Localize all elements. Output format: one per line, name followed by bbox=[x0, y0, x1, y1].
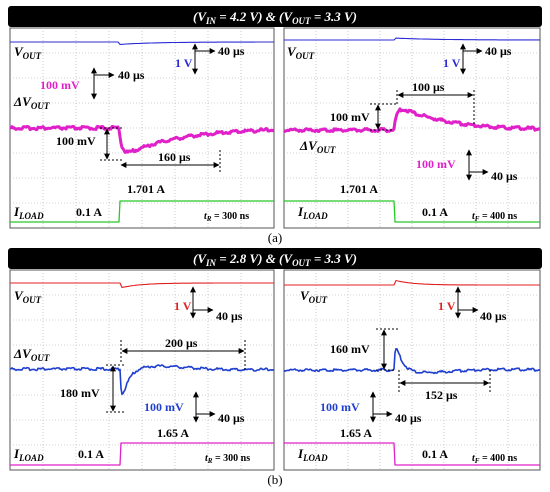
scale-t2-label: 40 μs bbox=[395, 411, 422, 425]
i-high-label: 1.701 A bbox=[340, 182, 378, 196]
i-low-label: 0.1 A bbox=[78, 447, 104, 461]
recovery-label: 200 μs bbox=[165, 336, 198, 350]
overshoot-label: 100 mV bbox=[330, 110, 370, 124]
i-low-label: 0.1 A bbox=[76, 205, 102, 219]
scale-t2-label: 40 μs bbox=[118, 68, 145, 82]
scale-t2-label: 40 μs bbox=[491, 169, 518, 183]
waveform-traces bbox=[9, 37, 541, 466]
scale-v-label: 1 V bbox=[175, 56, 193, 70]
trace-vout bbox=[284, 37, 540, 41]
trace-iload bbox=[10, 442, 274, 466]
recovery-label: 100 μs bbox=[412, 80, 445, 94]
i-high-label: 1.701 A bbox=[127, 182, 165, 196]
scale-t1-label: 40 μs bbox=[485, 44, 512, 58]
scale-t1-label: 40 μs bbox=[480, 309, 507, 323]
b-left-annotations: VOUT ΔVOUT ILOAD 1 V 40 μs 200 μs 180 mV… bbox=[13, 286, 250, 465]
edge-time-label: tF = 400 ns bbox=[472, 211, 517, 223]
vout-label: VOUT bbox=[287, 44, 315, 61]
scale-t2-label: 40 μs bbox=[218, 411, 245, 425]
trace-iload bbox=[284, 200, 540, 223]
title-a: (VIN = 4.2 V) & (VOUT = 3.3 V) bbox=[193, 9, 357, 26]
dv-label: ΔVOUT bbox=[13, 94, 50, 111]
trace-dvout bbox=[9, 124, 275, 154]
trace-vout bbox=[10, 282, 274, 289]
trace-iload bbox=[10, 200, 274, 223]
dv-label: ΔVOUT bbox=[13, 346, 50, 363]
a-left-annotations: VOUT ΔVOUT ILOAD 1 V 40 μs 100 mV 40 μs … bbox=[13, 43, 249, 223]
edge-time-label: tR = 300 ns bbox=[205, 453, 250, 465]
edge-time-label: tF = 400 ns bbox=[472, 453, 517, 465]
i-low-label: 0.1 A bbox=[422, 447, 448, 461]
scale-v-label: 1 V bbox=[174, 299, 192, 313]
scale-dv-label: 100 mV bbox=[144, 400, 184, 414]
scale-dv-label: 100 mV bbox=[40, 78, 80, 92]
trace-vout bbox=[284, 279, 540, 286]
scale-dv-label: 100 mV bbox=[320, 400, 360, 414]
scope-grid bbox=[10, 28, 274, 228]
trace-vout bbox=[10, 41, 274, 45]
title-bar-b bbox=[8, 248, 542, 269]
scale-t1-label: 40 μs bbox=[216, 309, 243, 323]
dv-label: ΔVOUT bbox=[299, 138, 336, 155]
drop-label: 100 mV bbox=[56, 134, 96, 148]
trace-iload bbox=[284, 442, 540, 466]
drop-label: 180 mV bbox=[60, 386, 100, 400]
i-low-label: 0.1 A bbox=[422, 205, 448, 219]
iload-label: ILOAD bbox=[297, 204, 328, 221]
recovery-label: 160 μs bbox=[158, 150, 191, 164]
overshoot-label: 160 mV bbox=[330, 342, 370, 356]
trace-dvout bbox=[9, 364, 275, 396]
scale-t1-label: 40 μs bbox=[218, 44, 245, 58]
title-b: (VIN = 2.8 V) & (VOUT = 3.3 V) bbox=[193, 251, 357, 268]
trace-dvout bbox=[283, 347, 541, 375]
recovery-label: 152 μs bbox=[425, 388, 458, 402]
iload-label: ILOAD bbox=[13, 446, 44, 463]
a-right-annotations: VOUT ΔVOUT ILOAD 1 V 40 μs 100 μs 100 mV… bbox=[287, 43, 518, 223]
title-bar-a bbox=[8, 6, 542, 27]
i-high-label: 1.65 A bbox=[340, 426, 372, 440]
vout-label: VOUT bbox=[14, 44, 42, 61]
scale-dv-label: 100 mV bbox=[416, 157, 456, 171]
scale-v-label: 1 V bbox=[443, 56, 461, 70]
b-right-annotations: VOUT ILOAD 1 V 40 μs 160 mV 152 μs 100 m… bbox=[297, 286, 517, 465]
scale-v-label: 1 V bbox=[438, 299, 456, 313]
trace-dvout bbox=[283, 107, 541, 134]
iload-label: ILOAD bbox=[13, 204, 44, 221]
vout-label: VOUT bbox=[14, 288, 42, 305]
caption-b: (b) bbox=[267, 472, 282, 487]
iload-label: ILOAD bbox=[297, 446, 328, 463]
vout-label: VOUT bbox=[300, 288, 328, 305]
i-high-label: 1.65 A bbox=[157, 426, 189, 440]
edge-time-label: tR = 300 ns bbox=[204, 211, 249, 223]
caption-a: (a) bbox=[268, 230, 282, 245]
